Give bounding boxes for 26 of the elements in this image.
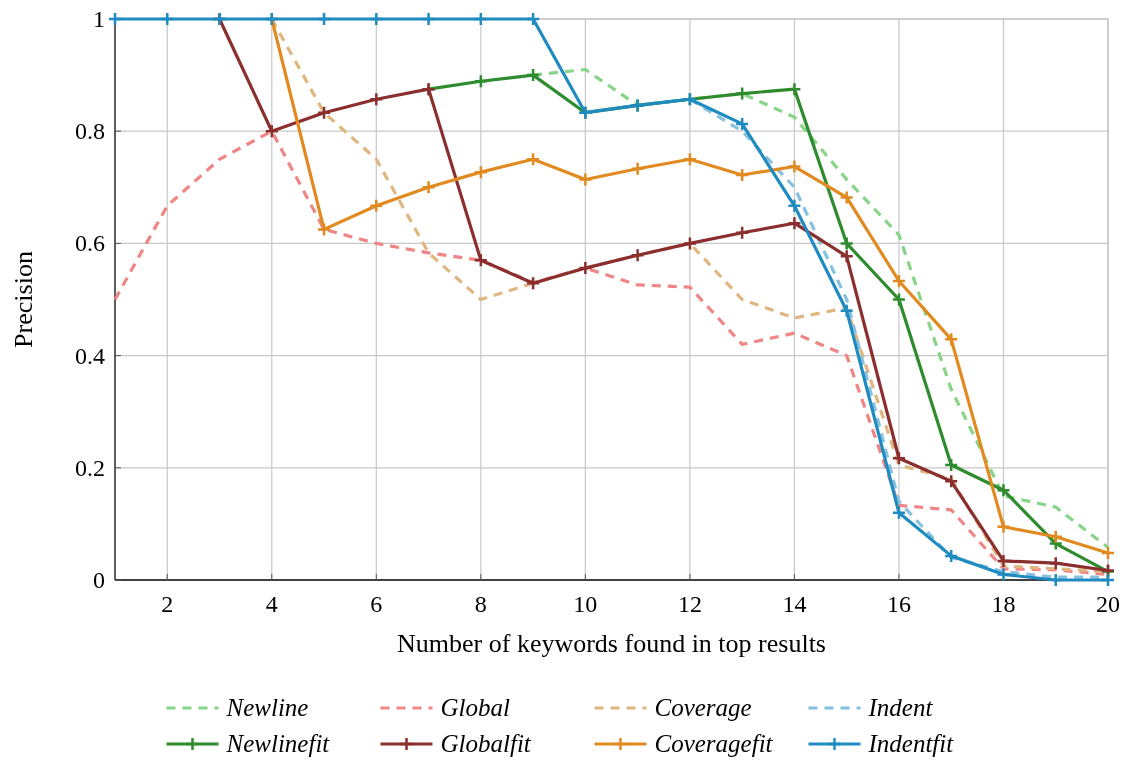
y-axis-title: Precision — [9, 251, 38, 348]
y-tick-label: 0 — [93, 567, 105, 593]
legend-label: Coverage — [654, 694, 752, 721]
legend-label: Globalfit — [440, 730, 532, 757]
legend-label: Indent — [867, 694, 934, 721]
x-tick-label: 8 — [474, 591, 487, 617]
y-tick-label: 1 — [93, 6, 105, 32]
y-tick-label: 0.4 — [75, 342, 105, 369]
legend-label: Newline — [225, 694, 309, 721]
y-tick-label: 0.8 — [75, 118, 105, 145]
y-tick-label: 0.2 — [75, 454, 105, 481]
x-tick-label: 4 — [265, 591, 278, 617]
x-tick-label: 20 — [1096, 591, 1120, 617]
legend-label: Indentfit — [867, 730, 955, 757]
y-tick-label: 0.6 — [75, 230, 105, 257]
x-tick-label: 2 — [161, 591, 174, 617]
x-tick-label: 14 — [782, 591, 807, 617]
x-axis-title: Number of keywords found in top results — [397, 629, 826, 658]
x-tick-label: 16 — [886, 591, 911, 617]
x-tick-label: 10 — [573, 591, 598, 617]
legend-label: Global — [440, 694, 510, 721]
x-tick-label: 12 — [677, 591, 702, 617]
x-tick-label: 6 — [370, 591, 383, 617]
legend-label: Newlinefit — [225, 730, 331, 757]
x-tick-label: 18 — [991, 591, 1016, 617]
legend-label: Coveragefit — [654, 730, 774, 757]
